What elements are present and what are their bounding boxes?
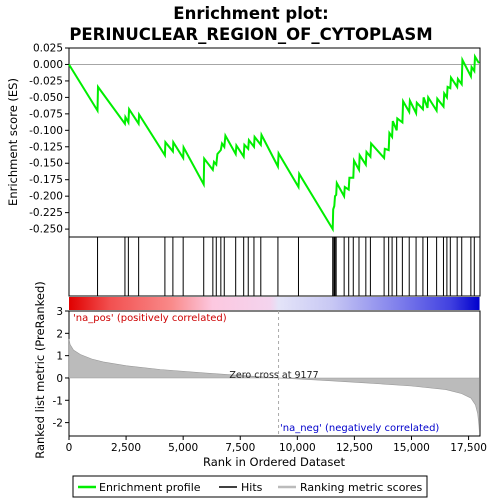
- x-tick-label: 0: [66, 442, 73, 454]
- x-tick-label: 10,000: [279, 442, 316, 454]
- x-tick-label: 7,500: [225, 442, 255, 454]
- es-y-tick-label: 0.000: [33, 59, 63, 71]
- zero-cross-label: Zero cross at 9177: [229, 370, 318, 381]
- es-y-tick-label: -0.050: [29, 92, 63, 104]
- legend-metric-label: Ranking metric scores: [300, 481, 422, 494]
- metric-y-tick-label: 2: [56, 328, 63, 340]
- pos-correlated-label: 'na_pos' (positively correlated): [73, 313, 227, 324]
- x-tick-label: 12,500: [336, 442, 373, 454]
- enrichment-profile-line: [68, 53, 480, 233]
- es-y-tick-label: -0.075: [29, 108, 63, 120]
- ranking-metric-area: [68, 338, 480, 434]
- es-y-axis-label: Enrichment score (ES): [6, 78, 20, 206]
- metric-y-tick-label: 1: [56, 351, 63, 363]
- rank-color-bar: [69, 297, 480, 310]
- metric-y-tick-label: -1: [53, 395, 63, 407]
- legend-box: [72, 475, 428, 498]
- es-y-tick-label: -0.150: [29, 158, 63, 170]
- chart-title-line1: Enrichment plot:: [173, 4, 328, 23]
- es-y-tick-label: -0.125: [29, 141, 63, 153]
- x-tick-label: 15,000: [393, 442, 430, 454]
- x-tick-label: 5,000: [168, 442, 198, 454]
- x-axis-label: Rank in Ordered Dataset: [203, 455, 346, 469]
- metric-y-axis-label: Ranked list metric (PreRanked): [33, 281, 47, 459]
- es-y-tick-label: 0.025: [33, 43, 63, 55]
- metric-y-tick-label: 0: [56, 373, 63, 385]
- legend-hits-label: Hits: [241, 481, 263, 494]
- x-tick-label: 17,500: [450, 442, 487, 454]
- es-y-tick-label: -0.225: [29, 207, 63, 219]
- es-y-tick-label: -0.200: [29, 191, 63, 203]
- neg-correlated-label: 'na_neg' (negatively correlated): [280, 423, 439, 434]
- chart-title-line2: PERINUCLEAR_REGION_OF_CYTOPLASM: [69, 25, 432, 44]
- metric-y-tick-label: 3: [56, 306, 63, 318]
- es-y-tick-label: -0.175: [29, 174, 63, 186]
- es-y-tick-label: -0.025: [29, 75, 63, 87]
- hits-panel-frame: [68, 236, 481, 297]
- legend-enrichment-label: Enrichment profile: [99, 481, 201, 494]
- metric-y-tick-label: -2: [53, 418, 63, 430]
- x-tick-label: 2,500: [111, 442, 141, 454]
- es-panel-frame: [68, 47, 481, 238]
- es-y-tick-label: -0.250: [29, 224, 63, 236]
- es-y-tick-label: -0.100: [29, 125, 63, 137]
